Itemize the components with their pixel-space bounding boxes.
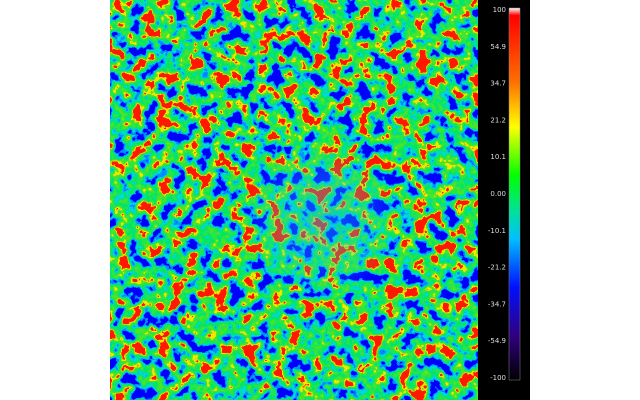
colorbar-label: -100 [490,374,506,382]
colorbar-panel [478,0,530,400]
spot-region [190,95,430,335]
colorbar-labels: 100 54.9 34.7 21.2 10.1 0.00 -10.1 -21.2 -34.7 -5… [488,6,506,382]
colorbar-label: 100 [493,6,506,14]
colorbar-label: 0.00 [490,190,506,198]
colorbar-label: -34.7 [488,300,506,308]
colorbar-label: 54.9 [490,43,506,51]
colorbar-label: 21.2 [490,116,506,124]
colorbar-label: -54.9 [488,337,506,345]
colorbar-label: -10.1 [488,227,506,235]
colorbar-label: 34.7 [490,80,506,88]
colorbar [508,7,521,381]
colorbar-label: 10.1 [490,153,506,161]
colorbar-label: -21.2 [488,264,506,272]
